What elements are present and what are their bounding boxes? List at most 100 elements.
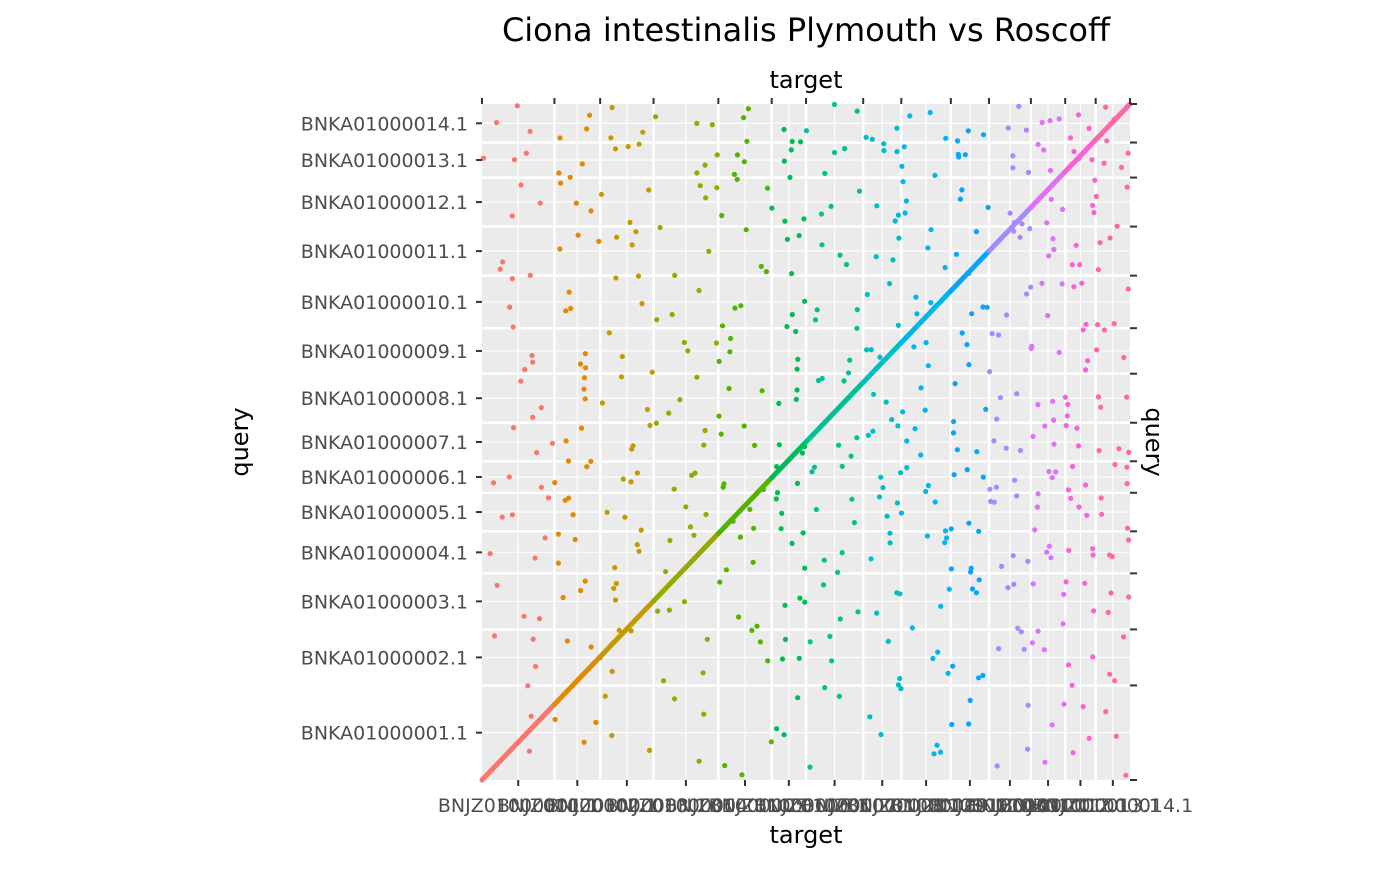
alignment-point: [999, 563, 1005, 570]
bottom-tick-label: BNJZ01000007.1: [754, 795, 915, 817]
alignment-point: [689, 472, 695, 478]
alignment-point: [620, 476, 626, 482]
alignment-point: [818, 211, 825, 217]
alignment-point: [837, 616, 843, 622]
alignment-point: [895, 212, 902, 218]
alignment-point: [701, 711, 707, 717]
alignment-point: [1025, 169, 1032, 175]
alignment-point: [582, 578, 588, 584]
alignment-point: [1095, 394, 1102, 400]
diagonal-segment: [1062, 137, 1099, 175]
alignment-point: [614, 234, 620, 240]
alignment-point: [1111, 321, 1117, 327]
alignment-point: [1003, 445, 1009, 451]
alignment-point: [946, 586, 952, 592]
alignment-point: [867, 714, 873, 720]
alignment-point: [1094, 347, 1100, 353]
alignment-point: [924, 533, 931, 539]
alignment-point: [802, 565, 808, 571]
alignment-point: [827, 633, 833, 639]
alignment-point: [1098, 404, 1104, 410]
alignment-point: [768, 739, 774, 745]
alignment-point: [1086, 735, 1092, 741]
alignment-point: [562, 497, 568, 503]
alignment-point: [1090, 546, 1096, 552]
alignment-point: [1064, 413, 1070, 419]
alignment-point: [1101, 327, 1107, 333]
alignment-point: [509, 213, 515, 219]
alignment-point: [935, 649, 941, 655]
alignment-point: [582, 351, 589, 357]
alignment-point: [904, 438, 910, 444]
alignment-point: [821, 557, 827, 563]
bottom-tick-label: BNJZ01000009.1: [846, 795, 1007, 817]
alignment-point: [976, 675, 982, 681]
alignment-point: [1049, 475, 1055, 481]
alignment-point: [855, 609, 861, 615]
alignment-point: [966, 362, 972, 368]
alignment-point: [1050, 236, 1056, 242]
alignment-point: [527, 272, 533, 278]
alignment-point: [552, 480, 558, 486]
alignment-point: [1023, 127, 1029, 133]
alignment-point: [713, 340, 720, 346]
alignment-point: [555, 560, 562, 566]
alignment-point: [1093, 193, 1099, 200]
bottom-tick-label: BNJZ01000012.1: [968, 795, 1129, 817]
alignment-point: [868, 556, 874, 562]
alignment-point: [991, 438, 997, 444]
alignment-point: [898, 510, 905, 516]
alignment-point: [895, 682, 902, 688]
alignment-point: [583, 365, 589, 371]
alignment-point: [980, 132, 987, 138]
alignment-point: [854, 435, 860, 441]
alignment-point: [902, 210, 908, 216]
alignment-point: [948, 526, 954, 532]
alignment-point: [752, 442, 758, 448]
alignment-point: [1042, 759, 1048, 765]
bottom-tick-label: BNJZ01000004.1: [606, 795, 767, 817]
alignment-points: [480, 101, 1132, 778]
alignment-point: [649, 369, 655, 375]
alignment-point: [616, 627, 622, 633]
alignment-point: [528, 713, 534, 719]
alignment-point: [797, 139, 804, 145]
alignment-point: [980, 474, 986, 480]
alignment-point: [704, 636, 710, 642]
alignment-point: [522, 366, 528, 373]
diagonal-segment: [986, 204, 1034, 254]
alignment-point: [994, 763, 1000, 769]
alignment-point: [494, 119, 500, 126]
alignment-point: [776, 400, 782, 406]
alignment-point: [911, 344, 917, 350]
alignment-point: [887, 281, 893, 287]
alignment-point: [895, 322, 902, 328]
alignment-point: [509, 512, 515, 518]
alignment-point: [923, 340, 929, 346]
alignment-point: [1126, 594, 1132, 600]
alignment-point: [534, 450, 540, 456]
alignment-point: [1030, 433, 1036, 439]
alignment-point: [964, 342, 970, 348]
alignment-point: [1104, 138, 1110, 144]
bottom-tick-label: BNJZ01000008.1: [802, 795, 963, 817]
left-tick-label: BNKA01000001.1: [301, 723, 468, 745]
alignment-point: [1069, 682, 1075, 688]
alignment-point: [1107, 671, 1113, 677]
alignment-point: [685, 348, 691, 354]
alignment-point: [809, 469, 815, 475]
alignment-point: [745, 106, 752, 112]
alignment-point: [1060, 206, 1066, 212]
alignment-point: [1004, 312, 1010, 318]
alignment-point: [966, 721, 972, 727]
alignment-point: [1113, 733, 1119, 739]
alignment-point: [1053, 469, 1059, 475]
alignment-point: [634, 470, 641, 476]
alignment-point: [1016, 103, 1022, 109]
alignment-point: [1068, 495, 1074, 501]
alignment-point: [510, 425, 517, 431]
alignment-point: [683, 504, 689, 510]
alignment-point: [973, 229, 980, 235]
alignment-point: [638, 527, 644, 533]
alignment-point: [510, 324, 516, 330]
